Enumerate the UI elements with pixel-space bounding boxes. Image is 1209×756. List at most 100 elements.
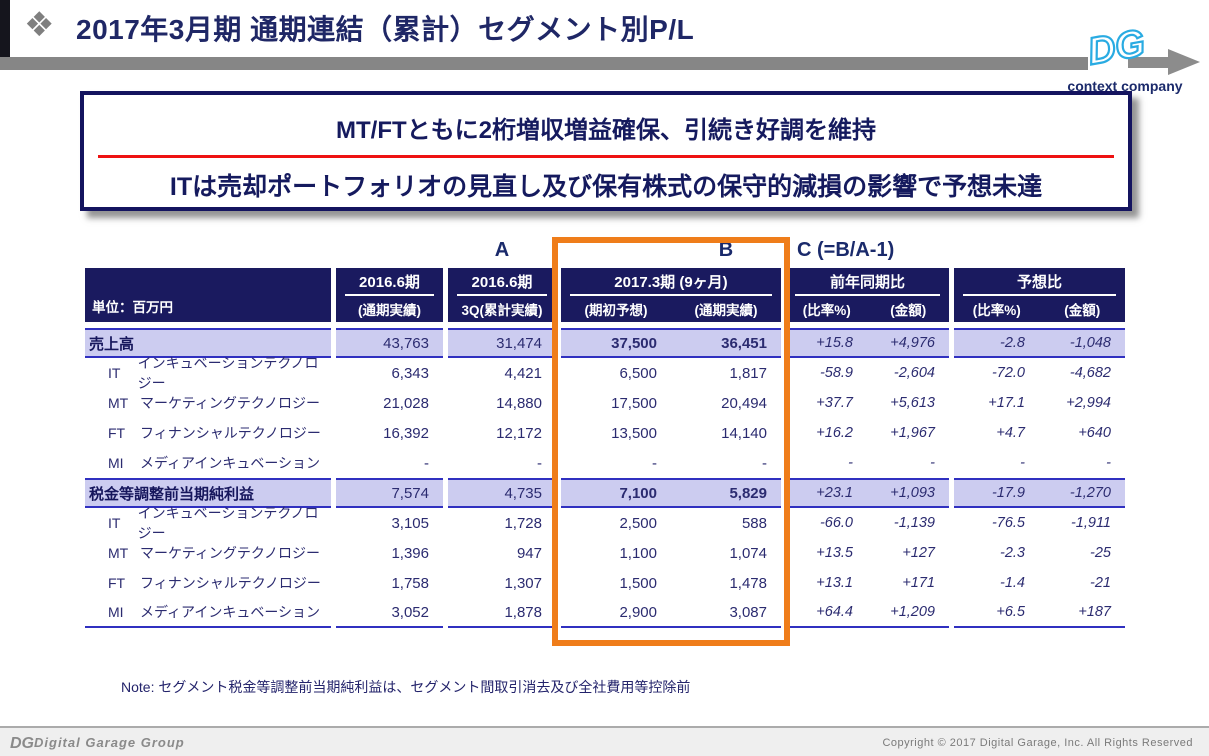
headline-box: MT/FTともに2桁増収増益確保、引続き好調を維持 ITは売却ポートフォリオの見…	[80, 91, 1132, 211]
header-2016-3q: 2016.6期 3Q(累計実績)	[448, 268, 556, 322]
segment-name: フィナンシャルテクノロジー	[140, 575, 321, 591]
segment-code: MI	[108, 604, 124, 620]
header-yoy: 前年同期比 (比率%) (金額)	[786, 268, 949, 322]
cell: -25	[1090, 545, 1111, 561]
header-title: 前年同期比	[829, 274, 905, 291]
cell: 1,728	[504, 514, 542, 532]
cell: +127	[902, 545, 935, 561]
header-title: 予想比	[1016, 274, 1062, 291]
cell: +1,209	[867, 598, 949, 628]
table-row-segment: MT マーケティングテクノロジー 21,028 14,880 17,500 20,…	[85, 388, 1125, 418]
header-sub: (期初予想)	[584, 302, 648, 318]
cell: +4,976	[867, 328, 949, 358]
segment-code: MI	[108, 455, 124, 471]
header-2017-9m: 2017.3期 (9ヶ月) (期初予想) (通期実績)	[561, 268, 781, 322]
header-divider	[963, 294, 1116, 296]
row-label: 売上高	[89, 335, 135, 353]
cell: 2,500	[619, 514, 657, 532]
unit-label: 単位：百万円	[92, 300, 173, 315]
cell: 37,500	[561, 328, 671, 358]
diamond-bullet-icon: ❖	[24, 6, 55, 44]
svg-text:DG: DG	[10, 735, 34, 752]
cell: +171	[902, 575, 935, 591]
header-divider	[795, 294, 940, 296]
segment-name: フィナンシャルテクノロジー	[140, 425, 321, 441]
row-label-cell: MT マーケティングテクノロジー	[85, 538, 331, 568]
cell: 947	[516, 544, 542, 562]
row-label-cell: 税金等調整前当期純利益	[85, 478, 331, 508]
header-sub: (通期実績)	[694, 302, 758, 318]
row-label-cell: FT フィナンシャルテクノロジー	[85, 418, 331, 448]
cell: 5,829	[671, 478, 781, 508]
cell: -58.9	[819, 365, 853, 381]
cell: -2.8	[954, 328, 1039, 358]
header-2016-full: 2016.6期 (通期実績)	[336, 268, 443, 322]
marker-c: C (=B/A-1)	[797, 239, 895, 261]
cell: 7,574	[336, 478, 443, 508]
cell: -	[1106, 455, 1111, 471]
header-sub: (金額)	[1064, 302, 1101, 318]
footer-brand: Digital Garage Group	[34, 735, 185, 750]
cell: 16,392	[383, 424, 429, 442]
cell: -	[424, 454, 429, 472]
cell: -	[848, 455, 853, 471]
cell: 1,396	[391, 544, 429, 562]
header-sub: (比率%)	[972, 302, 1021, 318]
table-row-segment: MT マーケティングテクノロジー 1,396 947 1,100 1,074 +1…	[85, 538, 1125, 568]
segment-name: マーケティングテクノロジー	[140, 545, 321, 561]
row-label-cell: IT インキュベーションテクノロジー	[85, 355, 331, 391]
footer-bar: DG Digital Garage Group Copyright © 2017…	[0, 726, 1209, 756]
cell: +640	[1078, 425, 1111, 441]
cell: -21	[1090, 575, 1111, 591]
cell: +1,093	[867, 478, 949, 508]
cell: +13.1	[816, 575, 853, 591]
segment-code: FT	[108, 575, 126, 591]
cell: 20,494	[721, 394, 767, 412]
cell: 1,758	[391, 574, 429, 592]
segment-code: FT	[108, 425, 126, 441]
segment-name: メディアインキュベーション	[140, 455, 321, 471]
table-row-segment: FT フィナンシャルテクノロジー 1,758 1,307 1,500 1,478 …	[85, 568, 1125, 598]
cell: -2.3	[1000, 545, 1025, 561]
cell: 6,500	[619, 364, 657, 382]
cell: +5,613	[890, 395, 935, 411]
cell: +17.1	[988, 395, 1025, 411]
header-divider	[570, 294, 772, 296]
footer-copyright: Copyright © 2017 Digital Garage, Inc. Al…	[882, 737, 1193, 749]
cell: 1,100	[619, 544, 657, 562]
header-sub: 3Q(累計実績)	[461, 302, 543, 318]
cell: -1,911	[1070, 515, 1111, 531]
marker-a: A	[494, 239, 510, 261]
cell: -	[537, 454, 542, 472]
cell: 1,500	[619, 574, 657, 592]
logo-arrow-icon	[1128, 57, 1170, 68]
segment-code: IT	[108, 515, 121, 531]
cell: 3,087	[671, 598, 781, 628]
cell: -	[1020, 455, 1025, 471]
cell: 4,421	[504, 364, 542, 382]
header-title: 2016.6期	[471, 274, 533, 291]
cell: +4.7	[996, 425, 1025, 441]
row-label-cell: MI メディアインキュベーション	[85, 448, 331, 478]
row-label: 税金等調整前当期純利益	[89, 485, 255, 503]
cell: -17.9	[954, 478, 1039, 508]
cell: +6.5	[954, 598, 1039, 628]
cell: -	[762, 454, 767, 472]
row-label-cell: 売上高	[85, 328, 331, 358]
cell: 588	[741, 514, 767, 532]
cell: 3,105	[391, 514, 429, 532]
header-sub: (通期実績)	[358, 302, 421, 318]
cell: 31,474	[448, 328, 556, 358]
cell: +37.7	[816, 395, 853, 411]
cell: 36,451	[671, 328, 781, 358]
header-vs-forecast: 予想比 (比率%) (金額)	[954, 268, 1125, 322]
row-label-cell: FT フィナンシャルテクノロジー	[85, 568, 331, 598]
cell: -1,139	[893, 515, 935, 531]
cell: +1,967	[890, 425, 935, 441]
segment-name: インキュベーションテクノロジー	[137, 355, 319, 391]
page-title: 2017年3月期 通期連結（累計）セグメント別P/L	[76, 14, 695, 45]
header-title: 2016.6期	[359, 274, 420, 291]
cell: +23.1	[786, 478, 867, 508]
footer-dg-logo-icon: DG	[10, 735, 34, 752]
cell: 14,140	[721, 424, 767, 442]
